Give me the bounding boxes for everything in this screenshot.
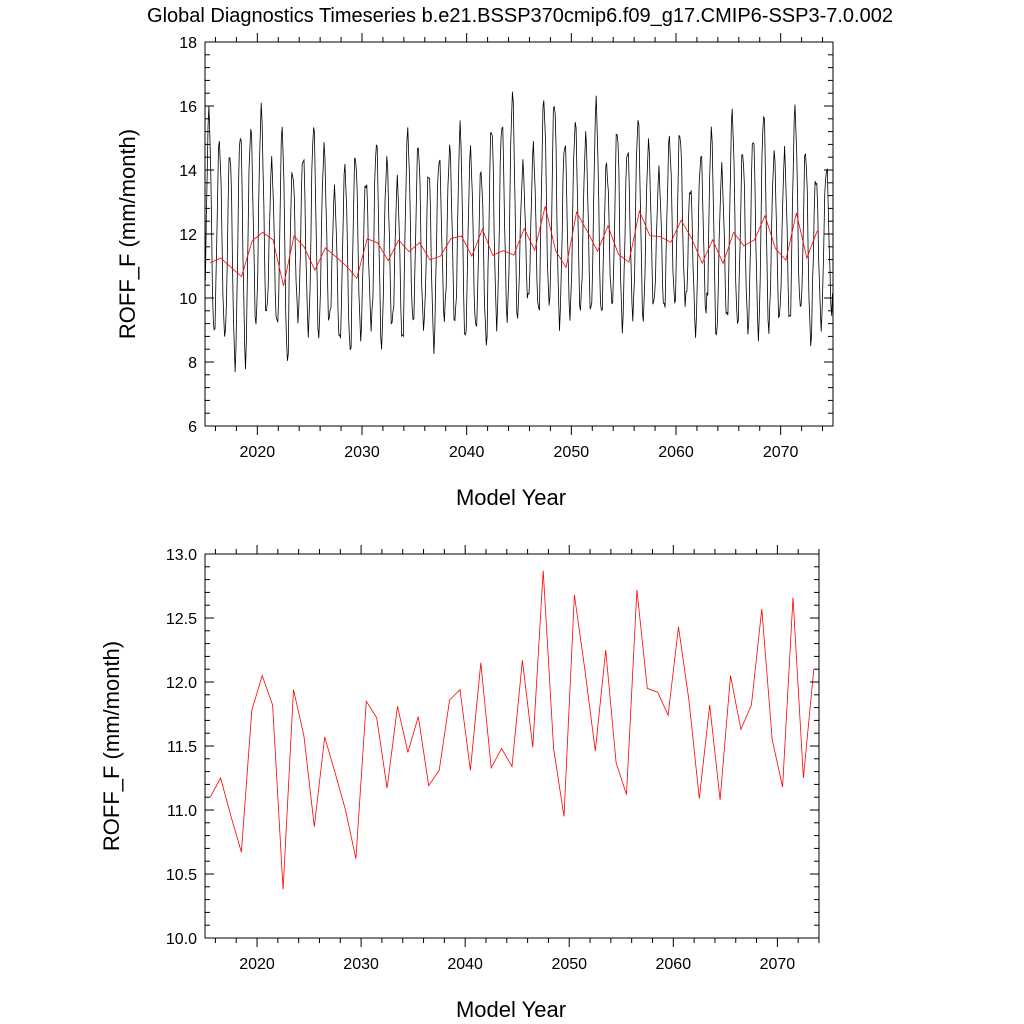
x-tick-label: 2020 bbox=[240, 444, 276, 461]
top-y-axis-title: ROFF_F (mm/month) bbox=[115, 129, 140, 339]
x-tick-label: 2060 bbox=[658, 444, 694, 461]
x-tick-label: 2020 bbox=[239, 956, 275, 973]
x-tick-label: 2050 bbox=[554, 444, 590, 461]
y-tick-label: 10.5 bbox=[166, 867, 197, 884]
annual-series-group bbox=[209, 570, 815, 890]
top-tick-labels: 6 8 10 12 14 16 18 2020 2030 2040 2050 2060 2070 bbox=[179, 35, 798, 461]
y-tick-label: 8 bbox=[188, 355, 197, 372]
y-tick-label: 14 bbox=[179, 163, 197, 180]
y-tick-label: 13.0 bbox=[166, 547, 197, 564]
bottom-panel: 10.0 10.5 11.0 11.5 12.0 12.5 13.0 2020 2030 2040… bbox=[99, 545, 820, 1022]
y-tick-label: 11.0 bbox=[167, 803, 197, 820]
y-tick-label: 12.5 bbox=[166, 611, 197, 628]
top-ticks bbox=[205, 33, 833, 435]
top-plot-frame bbox=[204, 41, 834, 427]
bottom-x-axis-title: Model Year bbox=[456, 997, 566, 1022]
bottom-plot-frame bbox=[204, 553, 820, 939]
bottom-tick-labels: 10.0 10.5 11.0 11.5 12.0 12.5 13.0 2020 2030 2040… bbox=[166, 547, 795, 973]
annual-series-line bbox=[210, 206, 818, 286]
y-tick-label: 12.0 bbox=[166, 675, 197, 692]
top-panel: 6 8 10 12 14 16 18 2020 2030 2040 2050 2060 2070 Mod… bbox=[115, 33, 834, 510]
top-x-axis-title: Model Year bbox=[456, 485, 566, 510]
bottom-y-axis-title: ROFF_F (mm/month) bbox=[99, 641, 124, 851]
x-tick-label: 2070 bbox=[760, 956, 796, 973]
y-tick-label: 6 bbox=[188, 419, 197, 436]
monthly-series-line bbox=[205, 91, 833, 373]
y-tick-label: 11.5 bbox=[167, 739, 197, 756]
y-tick-label: 12 bbox=[179, 227, 197, 244]
bottom-ticks bbox=[205, 545, 820, 947]
annual-series-line bbox=[209, 570, 815, 890]
y-tick-label: 10.0 bbox=[166, 931, 197, 948]
y-tick-label: 18 bbox=[179, 35, 197, 52]
y-tick-label: 16 bbox=[179, 99, 197, 116]
x-tick-label: 2030 bbox=[344, 444, 380, 461]
annual-series-group bbox=[210, 206, 818, 286]
monthly-series-group bbox=[205, 91, 833, 373]
x-tick-label: 2050 bbox=[551, 956, 587, 973]
x-tick-label: 2030 bbox=[343, 956, 379, 973]
figure-title: Global Diagnostics Timeseries b.e21.BSSP… bbox=[147, 5, 893, 27]
y-tick-label: 10 bbox=[179, 291, 197, 308]
x-tick-label: 2060 bbox=[656, 956, 692, 973]
x-tick-label: 2040 bbox=[447, 956, 483, 973]
x-tick-label: 2070 bbox=[763, 444, 799, 461]
x-tick-label: 2040 bbox=[449, 444, 485, 461]
